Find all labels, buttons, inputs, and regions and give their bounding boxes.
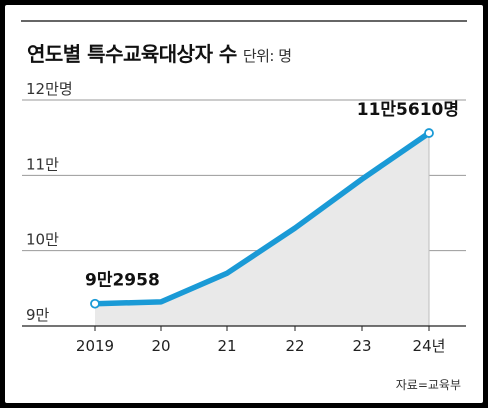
series-line <box>92 130 432 307</box>
unit-label: 단위: 명 <box>242 47 292 65</box>
data-label: 11만5610명 <box>357 100 459 120</box>
y-tick-label: 10만 <box>26 231 59 249</box>
data-label: 9만2958 <box>85 271 160 291</box>
chart-title: 연도별 특수교육대상자 수 단위: 명 <box>27 38 292 67</box>
x-tick-label: 20 <box>151 337 170 355</box>
top-rule <box>21 20 467 22</box>
x-tick-label: 23 <box>352 337 371 355</box>
area-fill <box>95 133 429 326</box>
x-tick-label: 2019 <box>76 337 114 355</box>
y-tick-label: 11만 <box>26 155 59 173</box>
y-tick-label: 12만명 <box>26 80 73 98</box>
y-tick-label: 9만 <box>26 306 50 324</box>
data-point-marker <box>90 298 100 309</box>
x-tick-label: 22 <box>285 337 304 355</box>
chart-title-text: 연도별 특수교육대상자 수 <box>27 42 237 66</box>
source-note: 자료=교육부 <box>395 378 461 392</box>
x-tick-label: 21 <box>217 337 236 355</box>
data-point-marker <box>424 128 434 138</box>
x-tick-label: 24년 <box>413 337 446 355</box>
